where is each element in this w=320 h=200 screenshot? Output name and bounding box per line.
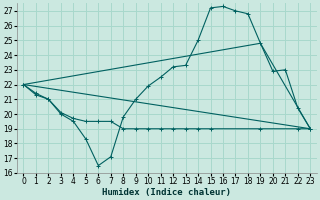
- X-axis label: Humidex (Indice chaleur): Humidex (Indice chaleur): [102, 188, 231, 197]
